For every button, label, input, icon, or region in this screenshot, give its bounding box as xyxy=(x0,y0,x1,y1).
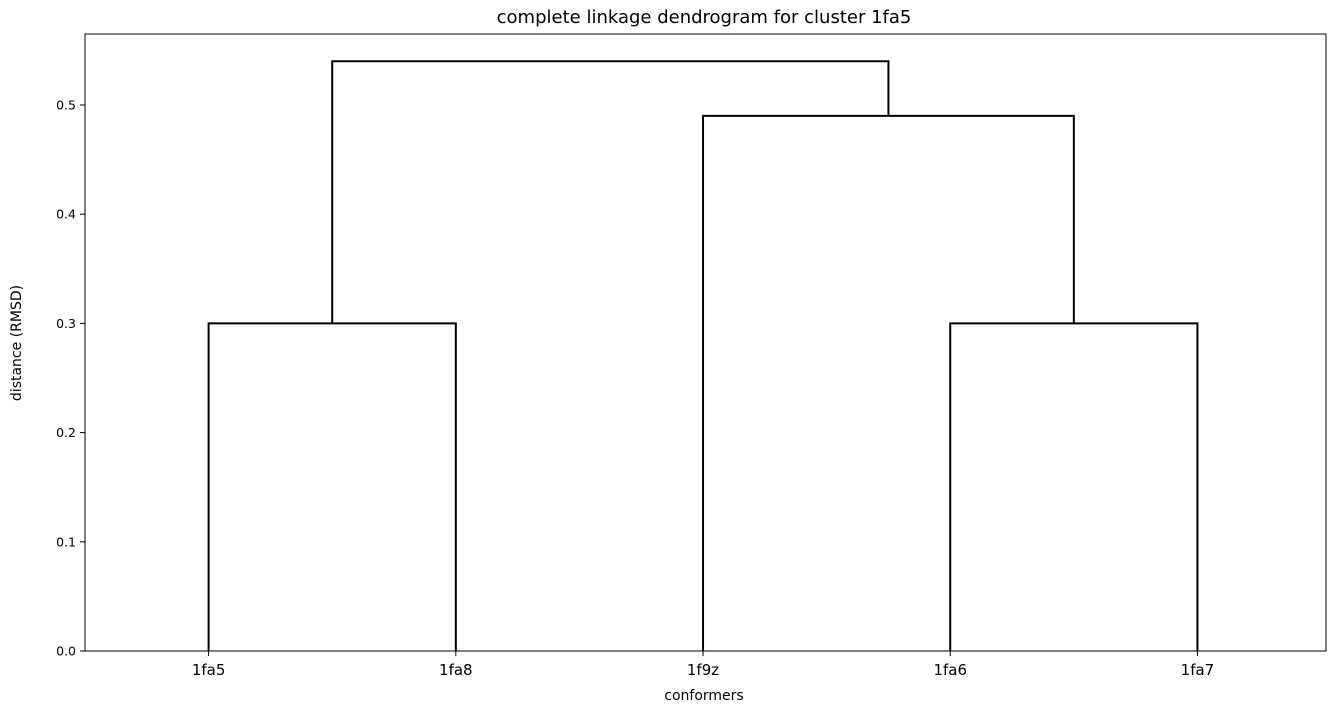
dendrogram-link-1 xyxy=(207,322,457,651)
leaf-label-1fa5: 1fa5 xyxy=(192,661,226,679)
dendrogram-links xyxy=(207,60,1199,651)
plot-frame xyxy=(84,33,1327,652)
leaf-label-1fa7: 1fa7 xyxy=(1181,661,1215,679)
y-tick-label: 0.5 xyxy=(56,97,76,112)
leaf-label-1f9z: 1f9z xyxy=(687,661,719,679)
dendrogram-link-3 xyxy=(702,114,1075,651)
leaf-label-1fa8: 1fa8 xyxy=(439,661,473,679)
dendrogram-link-4 xyxy=(331,60,890,324)
y-tick-label: 0.0 xyxy=(56,644,76,659)
y-tick-label: 0.4 xyxy=(56,207,76,222)
x-axis-label: conformers xyxy=(664,688,743,704)
x-axis: 1fa5 1fa8 1f9z 1fa6 1fa7 xyxy=(192,651,1214,679)
chart-title: complete linkage dendrogram for cluster … xyxy=(497,7,912,28)
leaf-label-1fa6: 1fa6 xyxy=(933,661,967,679)
y-tick-label: 0.1 xyxy=(56,534,76,549)
y-axis-label: distance (RMSD) xyxy=(9,285,25,401)
y-tick-label: 0.2 xyxy=(56,425,76,440)
dendrogram-link-2 xyxy=(949,322,1199,651)
y-axis: 0.0 0.1 0.2 0.3 0.4 0.5 xyxy=(56,97,85,659)
y-tick-label: 0.3 xyxy=(56,316,76,331)
